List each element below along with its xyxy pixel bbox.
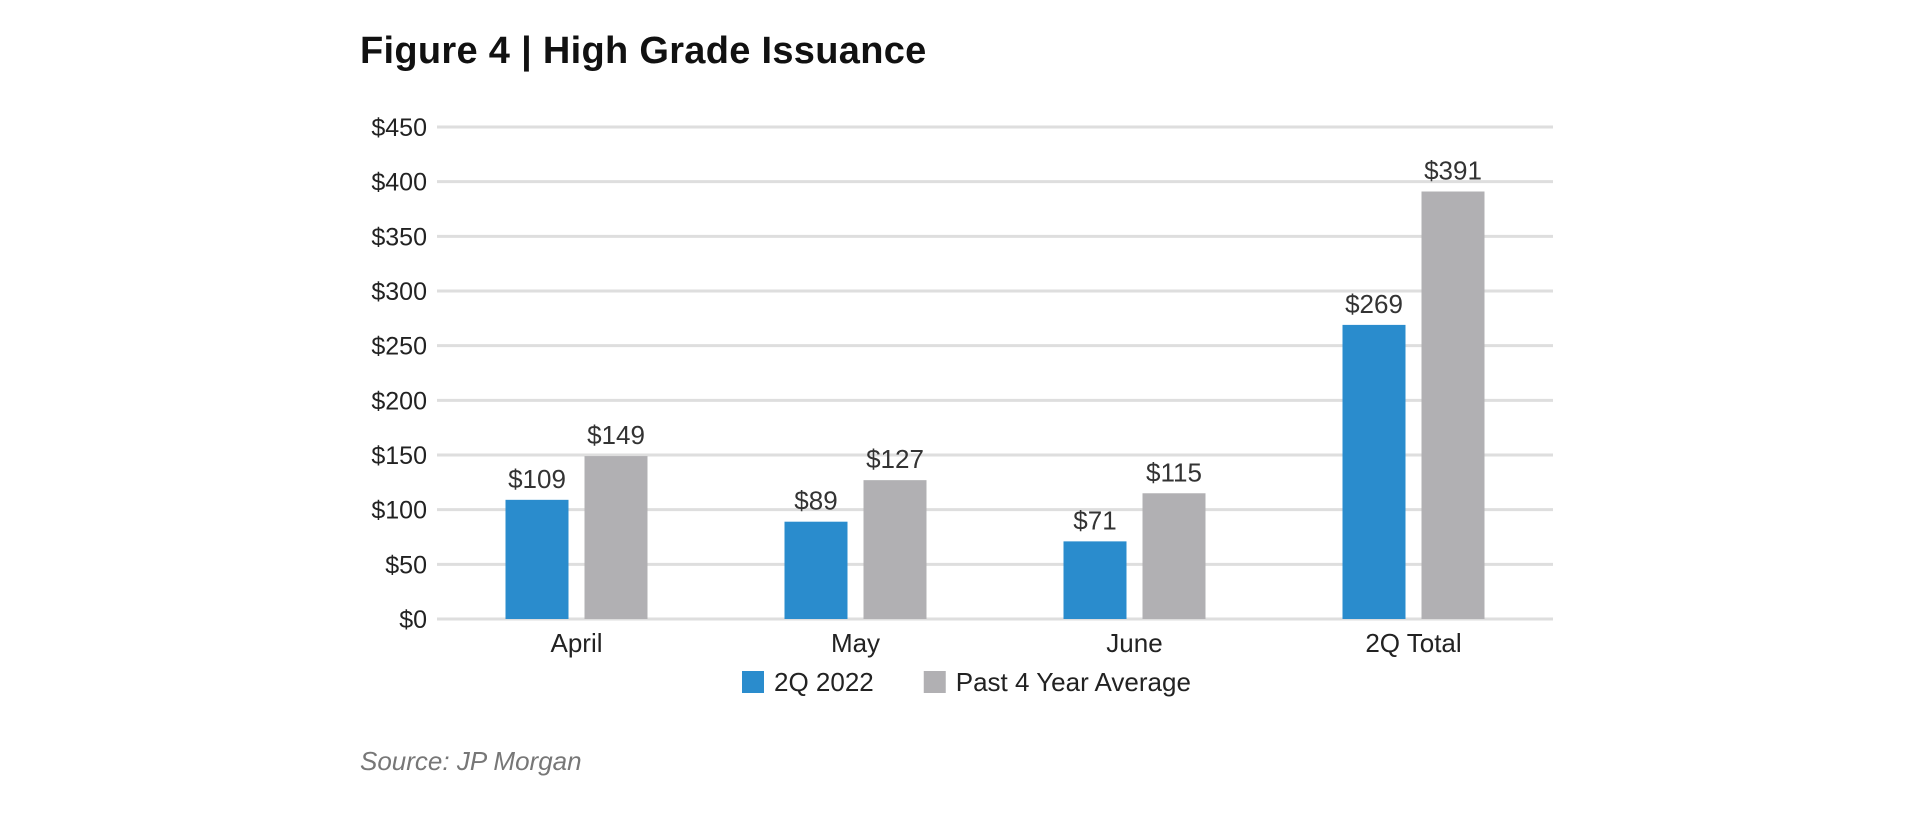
bar-past-4-year-average [863,480,927,619]
chart-title: Figure 4 | High Grade Issuance [360,30,927,72]
data-label: $115 [1146,457,1202,487]
bar-past-4-year-average [1421,191,1485,620]
y-tick-label: $50 [385,551,427,579]
bar-2q-2022 [505,499,569,619]
x-tick-label: May [831,628,880,658]
y-tick-label: $200 [371,387,427,415]
source-note: Source: JP Morgan [360,746,582,776]
bar-2q-2022 [1063,541,1127,619]
data-label: $127 [866,444,924,474]
y-tick-label: $100 [371,497,427,525]
x-tick-label: 2Q Total [1365,628,1461,658]
x-tick-label: April [550,628,602,658]
data-label: $89 [794,486,837,516]
y-tick-label: $400 [371,169,427,197]
y-tick-label: $450 [371,114,427,142]
x-tick-label: June [1106,628,1162,658]
y-tick-label: $350 [371,223,427,251]
y-tick-label: $0 [399,606,427,634]
legend-swatch [742,671,764,693]
bar-past-4-year-average [584,456,648,619]
data-label: $109 [508,464,566,494]
bar-past-4-year-average [1142,493,1206,619]
data-label: $391 [1424,156,1482,186]
y-tick-label: $250 [371,333,427,361]
data-label: $149 [587,420,645,450]
y-tick-label: $300 [371,278,427,306]
data-label: $71 [1073,505,1116,535]
bar-2q-2022 [1342,324,1406,619]
y-tick-label: $150 [371,442,427,470]
legend-swatch [923,671,946,693]
legend-label: Past 4 Year Average [956,667,1191,697]
bar-2q-2022 [784,521,848,619]
data-label: $269 [1345,289,1403,319]
legend-label: 2Q 2022 [774,667,874,697]
